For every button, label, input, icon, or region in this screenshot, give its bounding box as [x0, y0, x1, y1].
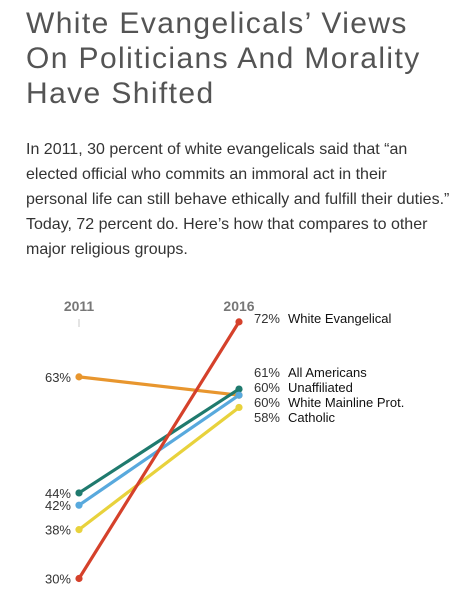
left-label-all-americans: 44%: [45, 486, 71, 501]
data-point-white-evangelical-2016: [235, 318, 243, 326]
left-label-catholic: 38%: [45, 523, 71, 538]
year-header-2011: 2011: [64, 298, 95, 314]
value-labels: 2011 2016 63% 44%42% 38% 30% 72% White Evangeli…: [45, 298, 404, 587]
right-label-all-americans: 61%: [254, 365, 280, 380]
slope-chart: 2011 2016 63% 44%42% 38% 30% 72% White Evangeli…: [45, 298, 404, 587]
right-label-white-evangelical: 72%: [254, 311, 280, 326]
series-name-unaffiliated: Unaffiliated: [288, 380, 353, 395]
right-label-unaffiliated: 60%: [254, 380, 280, 395]
year-header-2016: 2016: [223, 298, 254, 314]
data-point-white-mainline-prot-2011: [75, 501, 83, 509]
page-title: White Evangelicals’ Views On Politicians…: [26, 7, 421, 110]
data-point-white-mainline-prot-2016: [235, 391, 243, 399]
data-point-catholic-2011: [75, 526, 83, 534]
series-lines: [77, 320, 241, 581]
intro-paragraph: In 2011, 30 percent of white evangelical…: [26, 141, 450, 258]
series-line-all-americans: [77, 387, 241, 495]
series-line-unaffiliated: [77, 375, 241, 397]
series-points: [75, 318, 243, 583]
left-label-white-evangelical: 30%: [45, 572, 71, 587]
data-point-all-americans-2011: [75, 489, 83, 497]
series-name-white-mainline-prot: White Mainline Prot.: [288, 395, 404, 410]
data-point-catholic-2016: [235, 403, 243, 412]
right-label-white-mainline-prot: 60%: [254, 395, 280, 410]
series-name-white-evangelical: White Evangelical: [288, 311, 391, 326]
series-name-catholic: Catholic: [288, 410, 335, 425]
right-label-catholic: 58%: [254, 410, 280, 425]
series-name-all-americans: All Americans: [288, 365, 367, 380]
data-point-white-evangelical-2011: [75, 574, 83, 583]
data-point-unaffiliated-2011: [75, 373, 83, 381]
series-line-catholic: [77, 405, 241, 532]
left-label-unaffiliated: 63%: [45, 370, 71, 385]
data-point-all-americans-2016: [235, 385, 243, 393]
left-label-white-mainline-prot: 42%: [45, 498, 71, 513]
series-line-white-evangelical: [77, 320, 241, 581]
